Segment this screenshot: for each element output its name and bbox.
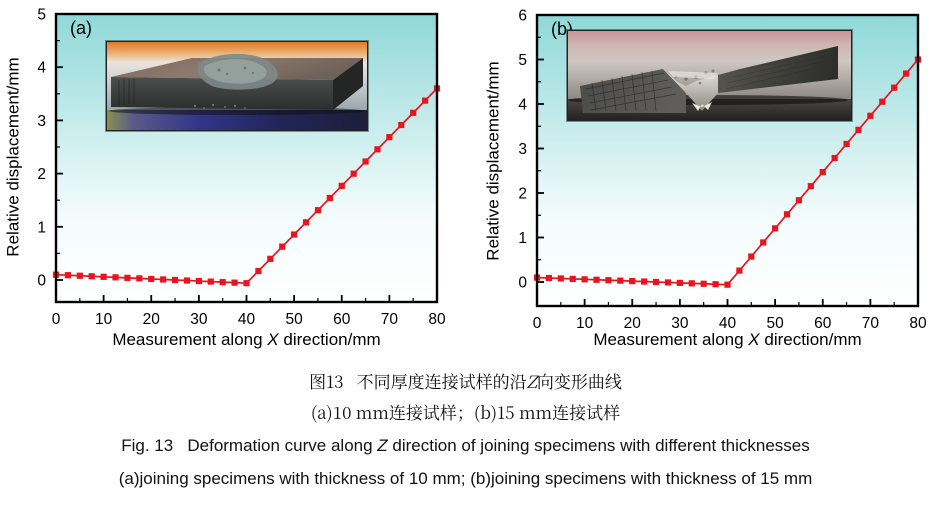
svg-text:5: 5 [518, 52, 527, 69]
svg-text:1: 1 [518, 230, 527, 247]
svg-text:3: 3 [518, 141, 527, 158]
svg-text:6: 6 [518, 8, 527, 25]
svg-text:2: 2 [518, 186, 527, 203]
svg-text:0: 0 [518, 275, 527, 292]
svg-text:4: 4 [518, 97, 527, 114]
